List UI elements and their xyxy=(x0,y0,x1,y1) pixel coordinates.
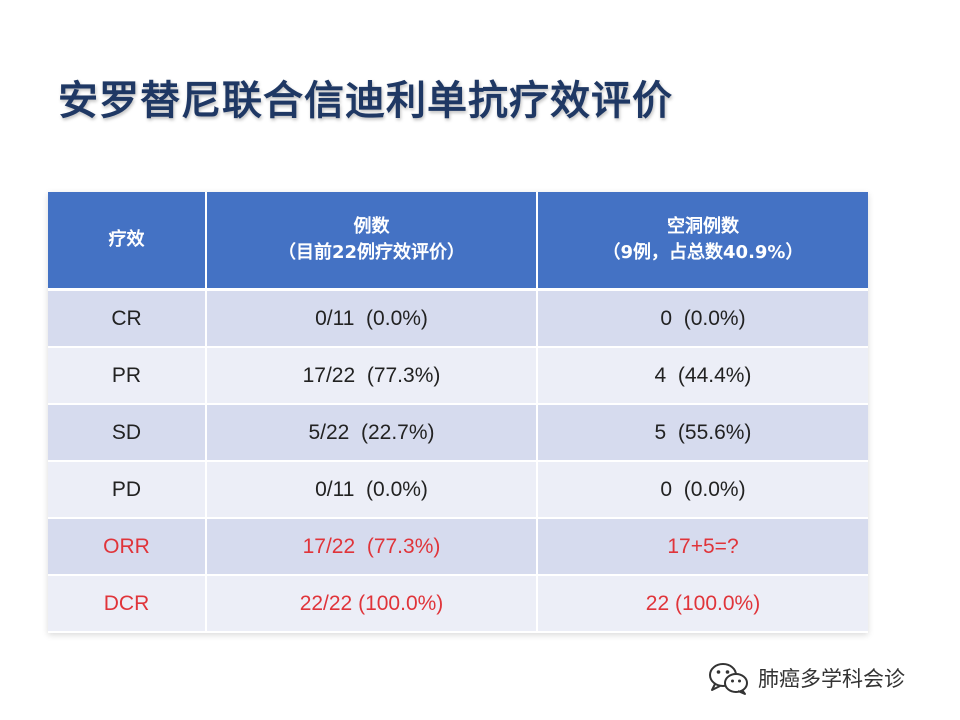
table-row-dcr: DCR 22/22 (100.0%) 22 (100.0%) xyxy=(48,575,868,633)
header-cavity-count: 空洞例数 （9例，占总数40.9%） xyxy=(537,192,868,291)
cell-cavity-count: 4 (44.4%) xyxy=(537,347,868,405)
watermark-text: 肺癌多学科会诊 xyxy=(758,667,905,691)
cell-case-count: 0/11 (0.0%) xyxy=(206,289,538,348)
table-row-pd: PD 0/11 (0.0%) 0 (0.0%) xyxy=(48,461,868,519)
cell-cavity-count: 0 (0.0%) xyxy=(537,289,868,348)
table-row-sd: SD 5/22 (22.7%) 5 (55.6%) xyxy=(48,404,868,462)
efficacy-table: 疗效 例数 （目前22例疗效评价） 空洞例数 （9例，占总数40.9%） CR … xyxy=(48,192,868,633)
table-row-cr: CR 0/11 (0.0%) 0 (0.0%) xyxy=(48,289,868,348)
header-case-count: 例数 （目前22例疗效评价） xyxy=(206,192,538,291)
cell-cavity-count: 5 (55.6%) xyxy=(537,404,868,462)
header-cavity-count-line1: 空洞例数 xyxy=(667,216,739,237)
header-efficacy-line: 疗效 xyxy=(108,229,145,250)
cell-response-label: SD xyxy=(48,404,207,462)
cell-response-label: CR xyxy=(48,289,207,348)
cell-case-count: 0/11 (0.0%) xyxy=(206,461,538,519)
header-case-count-line2: （目前22例疗效评价） xyxy=(277,242,466,263)
cell-response-label: ORR xyxy=(48,518,207,576)
table-header-row: 疗效 例数 （目前22例疗效评价） 空洞例数 （9例，占总数40.9%） xyxy=(48,192,868,291)
cell-case-count: 17/22 (77.3%) xyxy=(206,518,538,576)
header-case-count-line1: 例数 xyxy=(353,216,390,237)
wechat-watermark: 肺癌多学科会诊 xyxy=(706,660,905,696)
cell-case-count: 22/22 (100.0%) xyxy=(206,575,538,633)
cell-case-count: 17/22 (77.3%) xyxy=(206,347,538,405)
cell-response-label: DCR xyxy=(48,575,207,633)
header-cavity-count-line2: （9例，占总数40.9%） xyxy=(602,242,804,263)
header-efficacy: 疗效 xyxy=(48,192,207,291)
cell-cavity-count: 22 (100.0%) xyxy=(537,575,868,633)
cell-case-count: 5/22 (22.7%) xyxy=(206,404,538,462)
cell-response-label: PR xyxy=(48,347,207,405)
cell-response-label: PD xyxy=(48,461,207,519)
wechat-logo-icon xyxy=(709,663,748,695)
table-row-orr: ORR 17/22 (77.3%) 17+5=? xyxy=(48,518,868,576)
cell-cavity-count: 17+5=? xyxy=(537,518,868,576)
cell-cavity-count: 0 (0.0%) xyxy=(537,461,868,519)
table-row-pr: PR 17/22 (77.3%) 4 (44.4%) xyxy=(48,347,868,405)
slide-title: 安罗替尼联合信迪利单抗疗效评价 xyxy=(58,78,673,124)
